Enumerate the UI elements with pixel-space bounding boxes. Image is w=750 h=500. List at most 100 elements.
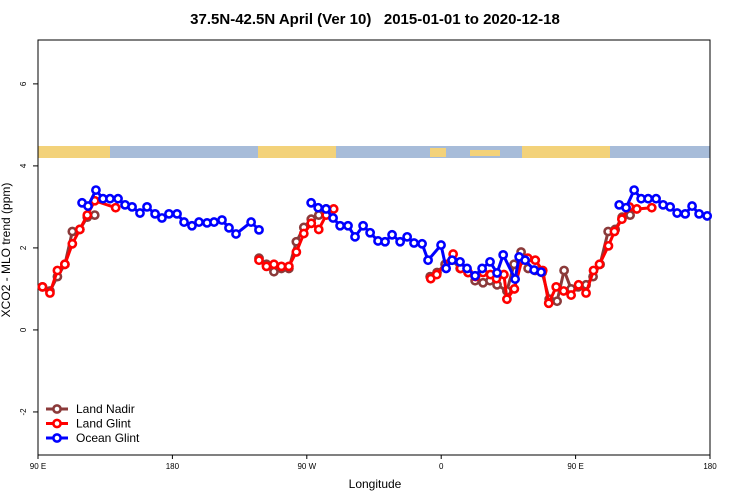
y-tick-label: 0 xyxy=(19,327,28,332)
data-point xyxy=(603,240,614,251)
data-point xyxy=(492,268,502,278)
data-point xyxy=(269,259,279,270)
land-band xyxy=(470,150,500,156)
data-point xyxy=(335,220,346,231)
data-point xyxy=(395,236,406,247)
legend-label: Ocean Glint xyxy=(76,431,140,445)
x-tick-label: 90 E xyxy=(567,462,583,471)
data-point xyxy=(417,238,427,249)
x-tick-label: 0 xyxy=(439,462,444,471)
data-point xyxy=(436,240,446,250)
y-tick-label: -2 xyxy=(19,408,28,416)
data-point xyxy=(643,193,654,204)
data-point xyxy=(558,286,569,296)
land-band xyxy=(430,148,446,157)
data-point xyxy=(306,218,317,229)
data-point xyxy=(447,255,458,266)
data-point xyxy=(441,263,452,274)
data-point xyxy=(694,208,704,219)
data-point xyxy=(59,259,70,270)
data-point xyxy=(82,210,93,221)
data-point xyxy=(543,298,554,309)
data-point xyxy=(209,217,219,227)
data-point xyxy=(509,284,520,294)
data-point xyxy=(110,202,121,213)
x-axis-label: Longitude xyxy=(349,477,402,491)
data-point xyxy=(462,263,472,274)
data-point xyxy=(609,226,620,237)
chart-title: 37.5N-42.5N April (Ver 10) 2015-01-01 to… xyxy=(190,11,560,28)
data-point xyxy=(37,281,48,292)
data-point xyxy=(306,197,317,208)
data-point xyxy=(536,267,547,278)
data-point xyxy=(581,288,591,298)
data-point xyxy=(231,229,241,239)
land-band xyxy=(258,146,336,158)
data-point xyxy=(510,274,521,284)
data-point xyxy=(680,208,691,219)
data-point xyxy=(67,238,78,249)
data-point xyxy=(217,215,227,225)
data-point xyxy=(254,255,264,266)
data-point xyxy=(142,202,152,212)
data-point xyxy=(194,217,204,227)
legend-label: Land Nadir xyxy=(76,402,135,416)
data-point xyxy=(402,231,413,242)
data-point xyxy=(179,217,189,227)
data-point xyxy=(559,265,570,276)
data-point xyxy=(631,204,642,214)
data-point xyxy=(298,228,309,239)
data-point xyxy=(594,259,605,270)
y-tick-label: 4 xyxy=(19,163,28,168)
legend-label: Land Glint xyxy=(76,417,131,431)
data-point xyxy=(135,208,145,218)
data-point xyxy=(52,265,63,276)
data-point xyxy=(530,255,541,266)
x-tick-label: 180 xyxy=(166,462,180,471)
data-point xyxy=(172,208,182,219)
x-tick-label: 90 W xyxy=(297,462,316,471)
data-point xyxy=(313,224,324,235)
data-point xyxy=(127,202,137,212)
legend-marker xyxy=(52,418,62,429)
data-point xyxy=(313,202,324,213)
x-tick-label: 90 E xyxy=(30,462,46,471)
data-point xyxy=(651,193,661,204)
y-axis-label: XCO2 - MLO trend (ppm) xyxy=(0,183,13,318)
data-point xyxy=(321,204,331,214)
data-point xyxy=(74,224,85,235)
data-point xyxy=(431,269,442,280)
data-point xyxy=(380,236,390,247)
data-point xyxy=(276,261,287,272)
data-point xyxy=(665,202,676,212)
data-point xyxy=(552,296,562,307)
data-point xyxy=(629,185,640,195)
data-point xyxy=(343,220,353,231)
data-point xyxy=(358,220,368,231)
data-point xyxy=(67,226,78,237)
data-point xyxy=(254,224,264,235)
data-point xyxy=(350,231,360,242)
data-point xyxy=(520,255,531,266)
legend-marker xyxy=(52,433,62,443)
data-point xyxy=(261,261,272,272)
data-point xyxy=(150,208,160,219)
x-tick-label: 180 xyxy=(703,462,717,471)
map-strip xyxy=(38,146,710,158)
land-band xyxy=(522,146,610,158)
y-tick-label: 2 xyxy=(19,245,28,250)
data-point xyxy=(246,217,256,227)
data-point xyxy=(477,263,488,274)
data-point xyxy=(283,261,294,272)
data-point xyxy=(83,201,93,211)
data-point xyxy=(616,214,627,225)
data-point xyxy=(702,211,713,221)
data-point xyxy=(455,256,465,267)
land-band xyxy=(38,146,110,158)
data-point xyxy=(423,255,433,266)
data-point xyxy=(588,265,599,276)
data-point xyxy=(498,249,509,260)
y-tick-label: 6 xyxy=(19,81,28,86)
